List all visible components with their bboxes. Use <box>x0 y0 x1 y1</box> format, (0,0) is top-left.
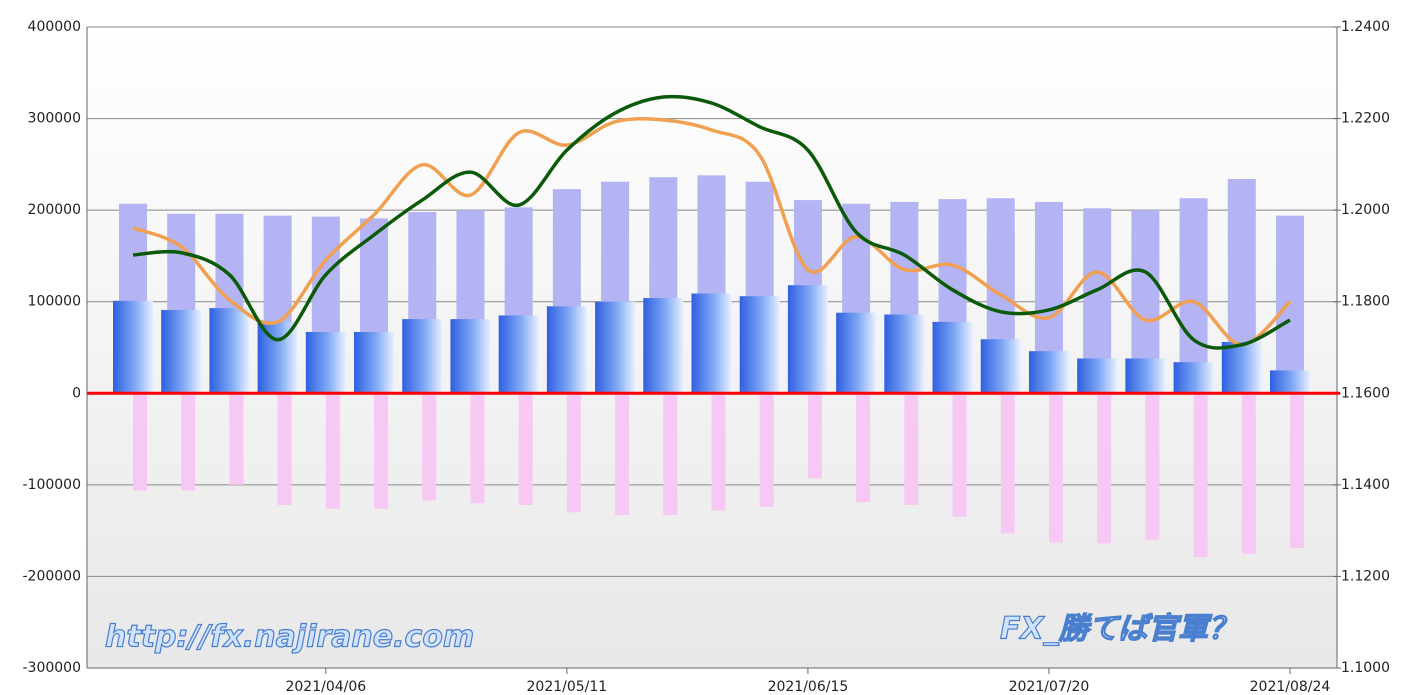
y-tick-label: 0 <box>72 385 81 401</box>
y-tick-label: 300000 <box>28 111 81 127</box>
bar <box>470 393 485 504</box>
bar <box>209 308 250 394</box>
bar <box>884 314 925 394</box>
bar <box>181 393 196 491</box>
bar <box>595 301 636 394</box>
y2-tick-label: 1.1400 <box>1341 477 1390 493</box>
y2-tick-label: 1.2400 <box>1341 19 1390 35</box>
bar <box>546 306 587 394</box>
y2-tick-label: 1.2200 <box>1341 111 1390 127</box>
x-tick-label: 2021/04/06 <box>285 679 366 695</box>
y2-tick-label: 1.1200 <box>1341 568 1390 584</box>
bar <box>904 393 919 506</box>
bar <box>807 393 822 479</box>
bar <box>711 393 726 511</box>
bar <box>402 319 443 394</box>
y2-tick-label: 1.2000 <box>1341 202 1390 218</box>
bar <box>980 339 1021 394</box>
bar <box>305 331 346 394</box>
x-tick-label: 2021/06/15 <box>768 679 849 695</box>
y2-tick-label: 1.1000 <box>1341 660 1390 676</box>
y-tick-label: 100000 <box>28 294 81 310</box>
x-tick-label: 2021/08/24 <box>1250 679 1331 695</box>
bar <box>1173 362 1214 394</box>
bar <box>1221 342 1262 394</box>
bar <box>450 319 491 394</box>
bar <box>1241 393 1256 554</box>
bar <box>161 309 202 394</box>
bar <box>1179 198 1208 394</box>
watermark: http://fx.najirane.com <box>105 620 474 655</box>
bar <box>113 300 153 394</box>
bar <box>663 393 678 516</box>
bar <box>257 321 298 394</box>
bar <box>1097 393 1112 544</box>
bar <box>229 393 244 485</box>
y-tick-label: -200000 <box>23 568 82 584</box>
bar <box>739 296 780 394</box>
bar <box>1290 393 1304 549</box>
bar <box>422 393 437 501</box>
bar <box>325 393 340 509</box>
bar <box>856 393 871 503</box>
bar <box>518 393 533 506</box>
watermark: FX_勝てば官軍？ <box>1000 612 1238 647</box>
bar <box>952 393 967 517</box>
bar <box>133 393 147 491</box>
y2-tick-label: 1.1800 <box>1341 294 1390 310</box>
bar <box>1193 393 1208 558</box>
bar <box>836 312 877 394</box>
bar <box>1270 370 1310 394</box>
bar <box>354 331 395 394</box>
bar <box>1276 215 1304 394</box>
bar <box>691 293 732 394</box>
bar <box>1145 393 1160 540</box>
bar <box>1048 393 1063 543</box>
bar <box>374 393 389 509</box>
x-tick-label: 2021/07/20 <box>1009 679 1090 695</box>
y-tick-label: 400000 <box>28 19 81 35</box>
bar <box>566 393 581 513</box>
y-tick-label: -100000 <box>23 477 82 493</box>
y-tick-label: -300000 <box>23 660 82 676</box>
bar <box>787 285 828 394</box>
bar <box>643 298 684 394</box>
bar <box>615 393 630 516</box>
bar <box>932 321 973 394</box>
y2-tick-label: 1.1600 <box>1341 385 1390 401</box>
line <box>132 117 1292 347</box>
bar <box>498 315 539 394</box>
line <box>132 94 1291 350</box>
bar <box>277 393 292 506</box>
bar <box>1028 351 1069 394</box>
y-tick-label: 200000 <box>28 202 81 218</box>
bar <box>1000 393 1015 534</box>
bar <box>1125 358 1166 394</box>
bar <box>1077 358 1118 394</box>
bar <box>759 393 774 507</box>
x-tick-label: 2021/05/11 <box>527 679 608 695</box>
